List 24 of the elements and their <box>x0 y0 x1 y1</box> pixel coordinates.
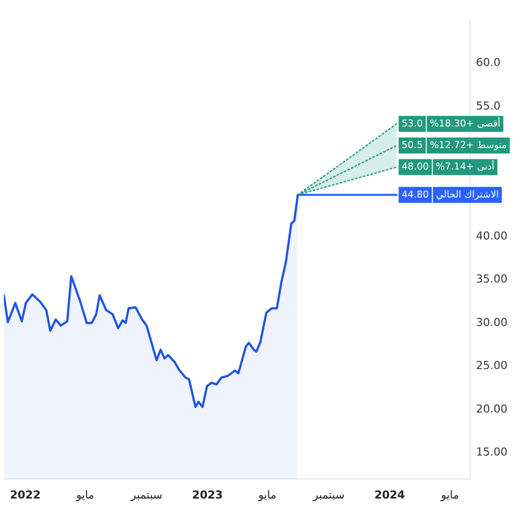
x-tick-label: 2023 <box>192 488 223 502</box>
y-tick-label: 40.00 <box>476 229 508 242</box>
legend-label: أدنى +7.14% <box>436 160 495 173</box>
y-tick-label: 30.00 <box>476 316 508 329</box>
x-tick-label: سبتمبر <box>130 488 162 502</box>
x-tick-label: 2022 <box>10 488 41 502</box>
data-label: 50.5 <box>402 140 423 151</box>
legend-label: الاشتراك الحالي <box>436 189 499 200</box>
y-tick-label: 35.00 <box>476 272 508 286</box>
y-tick-label: 25.00 <box>476 359 508 372</box>
legend-label: متوسط +12.72% <box>430 140 507 151</box>
y-tick-label: 55.0 <box>476 99 500 112</box>
legend-label: أقصى +18.30% <box>430 116 501 130</box>
x-tick-label: مايو <box>440 488 460 502</box>
data-label: 44.80 <box>402 189 429 200</box>
x-tick-label: مايو <box>75 488 94 502</box>
y-tick-label: 15.00 <box>476 446 508 459</box>
data-label: 48.00 <box>402 162 429 173</box>
y-tick-label: 60.0 <box>476 56 500 70</box>
y-tick-label: 20.00 <box>476 402 508 416</box>
data-label: 53.0 <box>402 118 423 130</box>
x-tick-label: مايو <box>257 488 276 502</box>
x-tick-label: 2024 <box>374 488 406 502</box>
x-tick-label: سبتمبر <box>312 488 345 502</box>
